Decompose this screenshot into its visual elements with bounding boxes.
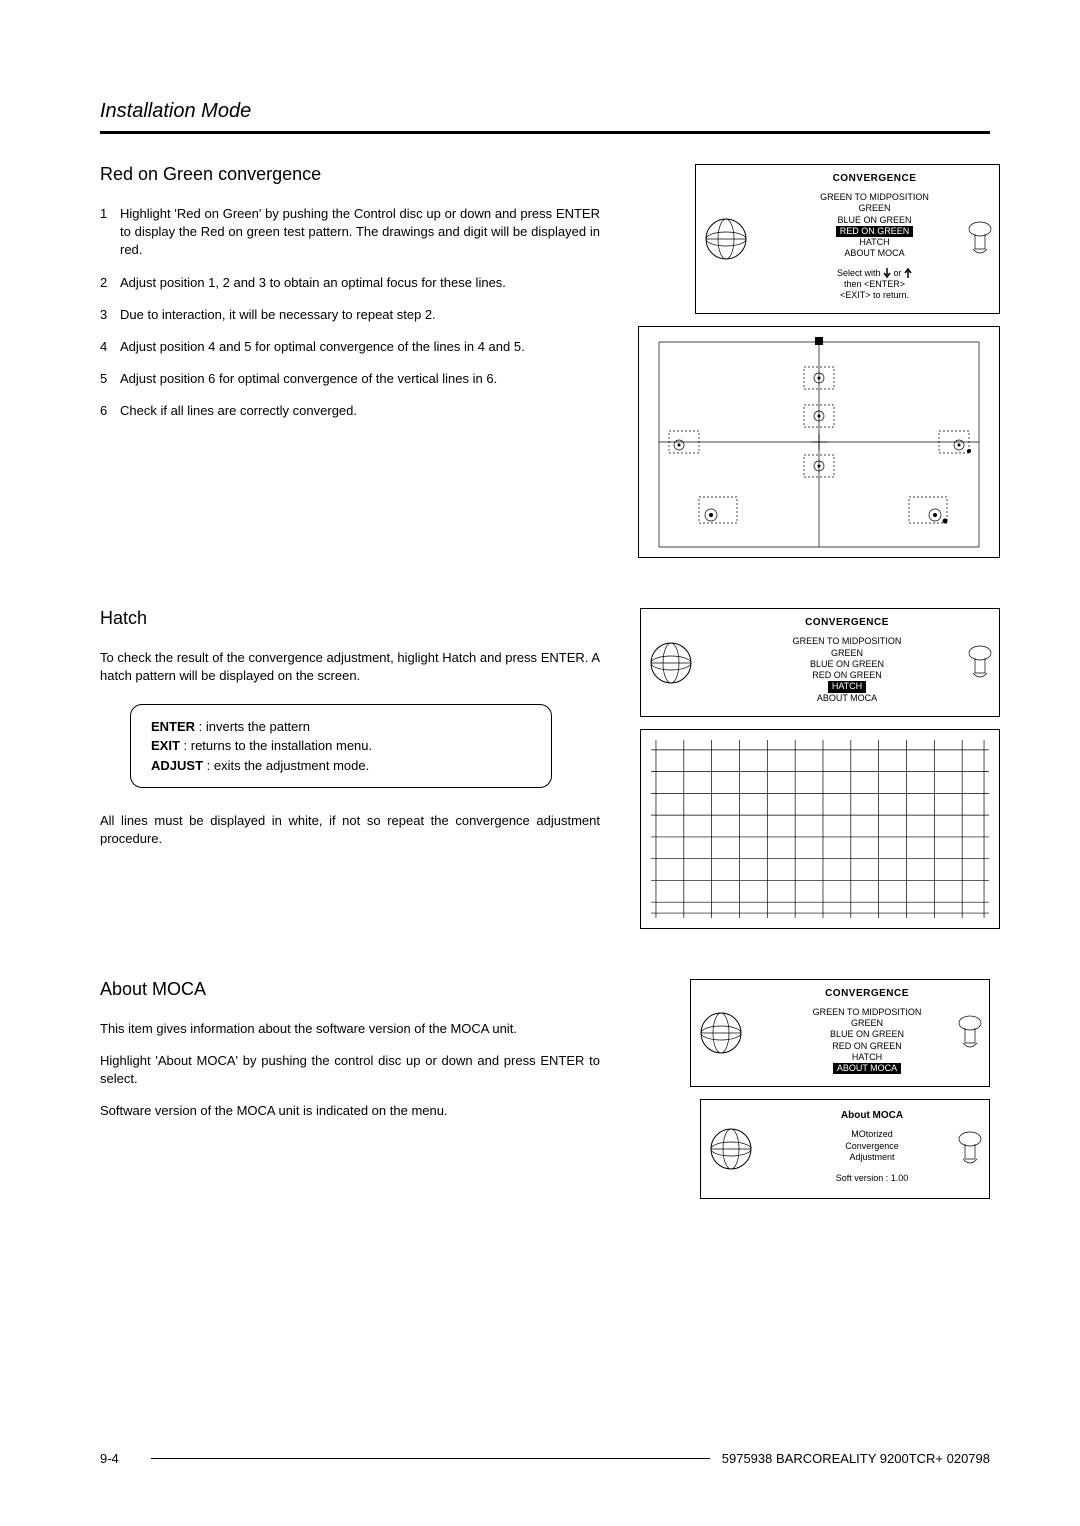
menu-item: HATCH — [756, 237, 993, 248]
step-num: 3 — [100, 306, 114, 324]
menu-hint: Select with or then <ENTER> <EXIT> to re… — [756, 268, 993, 302]
right-column: CONVERGENCE GREEN TO MIDPOSITION GREEN B… — [630, 164, 1000, 558]
convergence-menu-panel-3: CONVERGENCE GREEN TO MIDPOSITION GREEN B… — [690, 979, 990, 1088]
page-header-title: Installation Mode — [100, 100, 990, 123]
step-num: 4 — [100, 338, 114, 356]
convergence-menu-panel-2: CONVERGENCE GREEN TO MIDPOSITION GREEN B… — [640, 608, 1000, 717]
footer-rule — [151, 1458, 710, 1459]
menu-title: CONVERGENCE — [751, 988, 983, 999]
hint-text: <EXIT> to return. — [840, 290, 909, 300]
about-line: Adjustment — [763, 1152, 981, 1163]
body-text: Highlight 'About MOCA' by pushing the co… — [100, 1052, 600, 1088]
hatch-grid — [651, 740, 989, 918]
about-moca-panel: About MOCA MOtorized Convergence Adjustm… — [700, 1099, 990, 1199]
section-title: Red on Green convergence — [100, 164, 600, 185]
about-line: MOtorized — [763, 1129, 981, 1140]
section-about-moca: About MOCA This item gives information a… — [100, 979, 990, 1200]
convergence-menu-panel-1: CONVERGENCE GREEN TO MIDPOSITION GREEN B… — [695, 164, 1000, 314]
right-column: CONVERGENCE GREEN TO MIDPOSITION GREEN B… — [630, 608, 1000, 929]
globe-icon — [709, 1127, 753, 1171]
body-text: Software version of the MOCA unit is ind… — [100, 1102, 600, 1120]
menu-item: GREEN — [701, 648, 993, 659]
menu-item: GREEN — [751, 1018, 983, 1029]
key-label: ENTER — [151, 719, 195, 734]
key-label: ADJUST — [151, 758, 203, 773]
menu-item: BLUE ON GREEN — [701, 659, 993, 670]
step-num: 1 — [100, 205, 114, 260]
key-label: EXIT — [151, 738, 180, 753]
menu-item-selected: ABOUT MOCA — [833, 1063, 901, 1074]
step-text: Highlight 'Red on Green' by pushing the … — [120, 205, 600, 260]
key-box: ENTER : inverts the pattern EXIT : retur… — [130, 704, 552, 789]
globe-icon — [649, 641, 693, 685]
menu-item: GREEN — [756, 203, 993, 214]
left-column: Hatch To check the result of the converg… — [100, 608, 600, 929]
satellite-icon — [967, 219, 993, 259]
hint-text: or — [894, 268, 905, 278]
document-id: 5975938 BARCOREALITY 9200TCR+ 020798 — [722, 1451, 990, 1466]
step-num: 6 — [100, 402, 114, 420]
menu-item: GREEN TO MIDPOSITION — [751, 1007, 983, 1018]
arrow-down-icon — [883, 268, 891, 278]
body-text: To check the result of the convergence a… — [100, 649, 600, 685]
alignment-diagram — [638, 326, 1000, 558]
section-red-on-green: Red on Green convergence 1Highlight 'Red… — [100, 164, 990, 558]
section-title: About MOCA — [100, 979, 600, 1000]
globe-icon — [704, 217, 748, 261]
section-hatch: Hatch To check the result of the converg… — [100, 608, 990, 929]
menu-item: RED ON GREEN — [701, 670, 993, 681]
satellite-icon — [957, 1129, 983, 1169]
hatch-pattern-panel — [640, 729, 1000, 929]
menu-item: RED ON GREEN — [751, 1041, 983, 1052]
step-num: 2 — [100, 274, 114, 292]
menu-item: ABOUT MOCA — [756, 248, 993, 259]
menu-item-selected: RED ON GREEN — [836, 226, 914, 237]
menu-item: BLUE ON GREEN — [756, 215, 993, 226]
arrow-up-icon — [904, 268, 912, 278]
hint-text: then <ENTER> — [844, 279, 905, 289]
step-text: Adjust position 1, 2 and 3 to obtain an … — [120, 274, 600, 292]
menu-item: ABOUT MOCA — [701, 693, 993, 704]
left-column: Red on Green convergence 1Highlight 'Red… — [100, 164, 600, 558]
globe-icon — [699, 1011, 743, 1055]
section-title: Hatch — [100, 608, 600, 629]
menu-item: GREEN TO MIDPOSITION — [756, 192, 993, 203]
step-text: Adjust position 6 for optimal convergenc… — [120, 370, 600, 388]
page-number: 9-4 — [100, 1451, 119, 1466]
about-line: Convergence — [763, 1141, 981, 1152]
body-text: All lines must be displayed in white, if… — [100, 812, 600, 848]
about-title: About MOCA — [763, 1110, 981, 1121]
left-column: About MOCA This item gives information a… — [100, 979, 600, 1200]
menu-item: HATCH — [751, 1052, 983, 1063]
about-version: Soft version : 1.00 — [763, 1173, 981, 1184]
menu-title: CONVERGENCE — [701, 617, 993, 628]
key-desc: : returns to the installation menu. — [180, 738, 372, 753]
menu-item-selected: HATCH — [828, 681, 866, 692]
key-desc: : exits the adjustment mode. — [203, 758, 369, 773]
satellite-icon — [957, 1013, 983, 1053]
satellite-icon — [967, 643, 993, 683]
step-num: 5 — [100, 370, 114, 388]
page-footer: 9-4 5975938 BARCOREALITY 9200TCR+ 020798 — [100, 1451, 990, 1466]
body-text: This item gives information about the so… — [100, 1020, 600, 1038]
menu-item: BLUE ON GREEN — [751, 1029, 983, 1040]
hint-text: Select with — [837, 268, 883, 278]
page: Installation Mode Red on Green convergen… — [0, 0, 1080, 1526]
header-rule — [100, 131, 990, 134]
menu-title: CONVERGENCE — [756, 173, 993, 184]
step-text: Adjust position 4 and 5 for optimal conv… — [120, 338, 600, 356]
step-text: Check if all lines are correctly converg… — [120, 402, 600, 420]
menu-item: GREEN TO MIDPOSITION — [701, 636, 993, 647]
steps-list: 1Highlight 'Red on Green' by pushing the… — [100, 205, 600, 421]
key-desc: : inverts the pattern — [195, 719, 310, 734]
right-column: CONVERGENCE GREEN TO MIDPOSITION GREEN B… — [630, 979, 990, 1200]
step-text: Due to interaction, it will be necessary… — [120, 306, 600, 324]
